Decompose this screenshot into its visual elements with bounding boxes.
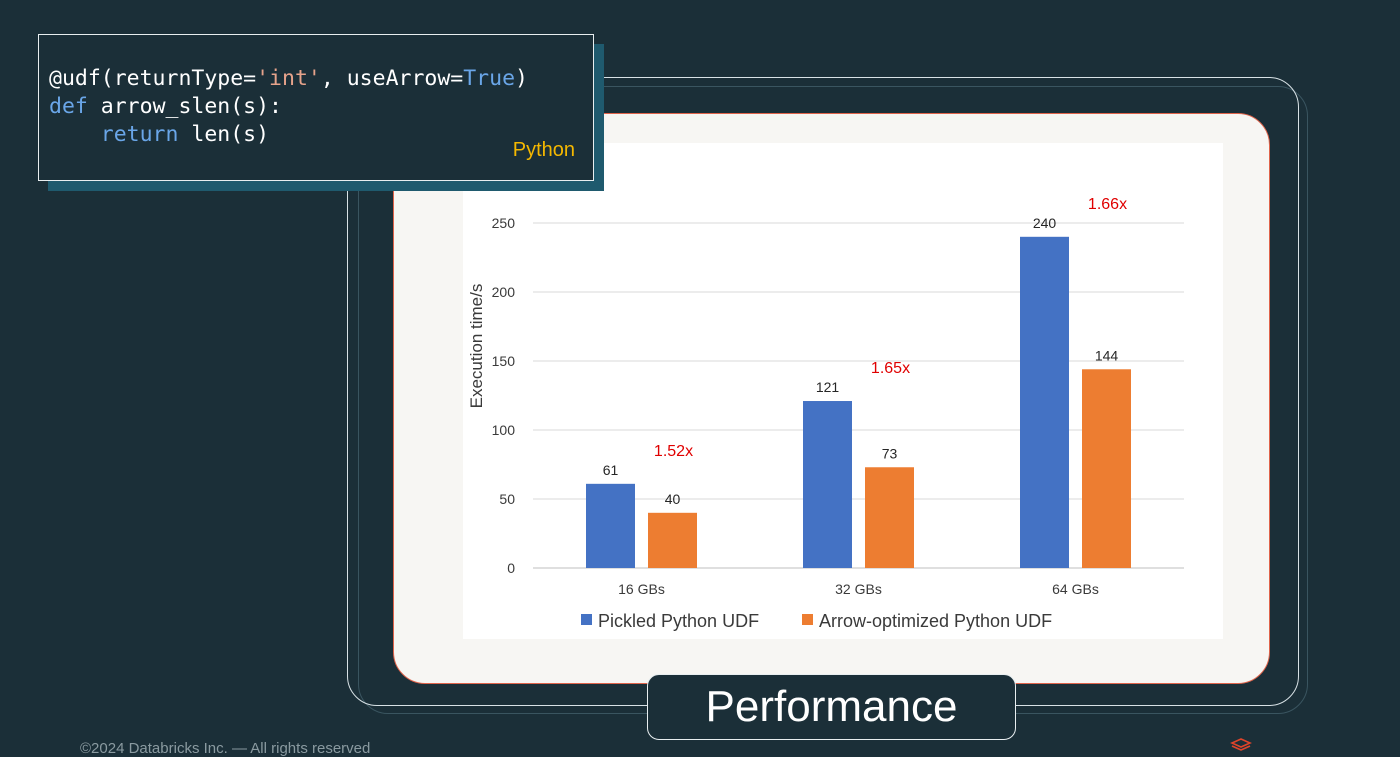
y-tick-label: 200 [492,284,516,300]
y-tick-label: 150 [492,353,516,369]
y-tick-labels: 0 50 100 150 200 250 [492,215,516,576]
slide-title: Performance [647,674,1016,740]
legend: Pickled Python UDF Arrow-optimized Python… [581,611,1052,631]
data-labels: 61 40 1.52x 121 73 1.65x 240 144 1.66x [603,196,1127,507]
code-keyword-token: True [463,66,516,91]
code-snippet: @udf(returnType='int', useArrow=True) de… [49,65,528,149]
y-axis-label: Execution time/s [467,284,486,409]
y-tick-label: 250 [492,215,516,231]
legend-swatch [802,614,813,625]
gridlines [533,222,1184,569]
code-indent [49,122,101,147]
legend-label: Arrow-optimized Python UDF [819,611,1052,631]
data-label: 240 [1033,215,1057,231]
x-tick-labels: 16 GBs 32 GBs 64 GBs [618,581,1099,597]
code-token: , useArrow= [320,66,464,91]
legend-label: Pickled Python UDF [598,611,759,631]
language-label: Python [512,139,575,161]
bar-pickled-2 [1020,236,1069,569]
speedup-annotation: 1.66x [1088,196,1127,213]
speedup-annotation: 1.52x [654,443,693,460]
code-token: ) [515,66,528,91]
bar-arrow-2 [1082,369,1131,568]
bar-chart: 0 50 100 150 200 250 Execution time/s 61 40 1.5… [467,196,1184,631]
data-label: 40 [665,491,681,507]
data-label: 121 [816,379,840,395]
x-tick-label: 16 GBs [618,581,665,597]
code-keyword-token: return [100,122,179,147]
bar-pickled-1 [803,401,852,568]
x-tick-label: 64 GBs [1052,581,1099,597]
y-tick-label: 0 [507,560,515,576]
chart-panel: 0 50 100 150 200 250 Execution time/s 61 40 1.5… [463,143,1223,639]
copyright-footer: ©2024 Databricks Inc. — All rights reser… [80,740,371,757]
code-token: @udf(returnType= [49,66,257,91]
databricks-logo-icon [1230,738,1252,751]
code-snippet-box: @udf(returnType='int', useArrow=True) de… [38,34,594,181]
data-label: 73 [882,445,898,461]
code-token: len(s) [178,122,270,147]
bars [586,236,1131,569]
speedup-annotation: 1.65x [871,360,910,377]
data-label: 144 [1095,347,1119,363]
code-keyword-token: def [49,94,88,119]
code-string-token: 'int' [256,66,321,91]
x-tick-label: 32 GBs [835,581,882,597]
bar-arrow-0 [648,512,697,568]
y-tick-label: 50 [499,491,515,507]
bar-arrow-1 [865,467,914,568]
data-label: 61 [603,462,619,478]
legend-swatch [581,614,592,625]
code-token: arrow_slen(s): [87,94,283,119]
bar-pickled-0 [586,483,635,568]
y-tick-label: 100 [492,422,516,438]
